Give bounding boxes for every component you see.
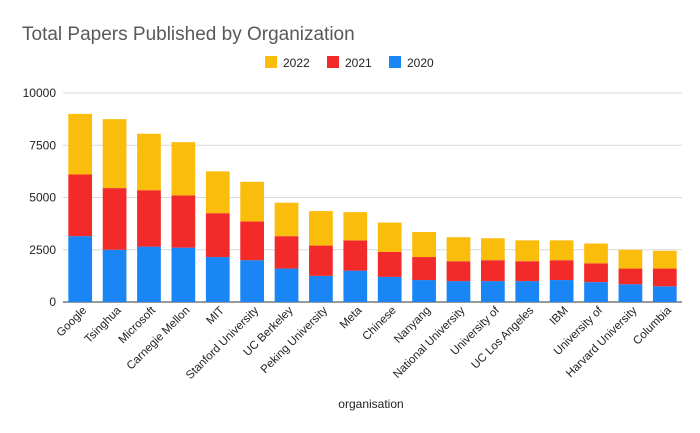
bar-2021 [480, 260, 505, 282]
x-axis-label: organisation [338, 397, 403, 411]
bar-2020 [480, 281, 505, 302]
y-tick-label: 7500 [29, 138, 56, 152]
bar-2022 [480, 238, 505, 261]
y-tick-label: 2500 [29, 243, 56, 257]
bar-2020 [137, 246, 161, 302]
bar-2021 [584, 263, 608, 283]
legend-label-2020: 2020 [407, 56, 434, 70]
y-tick-label: 0 [49, 295, 56, 309]
bar-2020 [584, 282, 608, 302]
y-tick-label: 10000 [23, 86, 57, 100]
bar-2022 [377, 222, 402, 252]
bar-2021 [652, 268, 677, 287]
bar-2020 [618, 284, 643, 302]
bar-2020 [652, 286, 677, 302]
legend-swatch-2020 [389, 56, 401, 68]
bar-2020 [240, 260, 265, 302]
bar-2020 [343, 270, 368, 302]
bar-2021 [274, 236, 299, 269]
bar-2021 [205, 213, 230, 258]
x-category-label: Peking University [259, 304, 330, 375]
bar-2022 [343, 212, 368, 241]
legend-swatch-2022 [265, 56, 277, 68]
x-category-label: IBM [548, 305, 571, 328]
legend-label-2022: 2022 [283, 56, 310, 70]
x-category-label: Carnegie Mellon [125, 305, 193, 373]
bar-2022 [137, 133, 161, 191]
bar-2020 [309, 275, 333, 302]
bar-2020 [274, 268, 299, 302]
bar-2020 [205, 257, 230, 302]
bar-2022 [515, 240, 540, 262]
bar-2022 [205, 171, 230, 214]
bar-2020 [446, 281, 471, 302]
bar-2022 [171, 142, 196, 196]
bar-2020 [515, 281, 540, 302]
bar-2022 [618, 249, 643, 269]
y-tick-label: 5000 [29, 191, 56, 205]
chart-title: Total Papers Published by Organization [22, 24, 355, 45]
bar-2022 [446, 237, 471, 262]
bar-2021 [240, 221, 265, 261]
bar-2021 [377, 251, 402, 277]
x-category-label: UC Los Angeles [470, 304, 537, 371]
bar-2021 [309, 245, 333, 276]
bar-2022 [102, 119, 127, 189]
bar-2021 [171, 195, 196, 248]
x-category-label: Columbia [631, 304, 674, 347]
legend-label-2021: 2021 [345, 56, 372, 70]
y-axis-ticks: 0 2500 5000 7500 10000 [23, 86, 57, 309]
bar-2020 [377, 276, 402, 302]
bar-2021 [343, 240, 368, 271]
legend: 2022 2021 2020 [265, 56, 434, 70]
bar-2020 [102, 249, 127, 302]
bar-2020 [412, 280, 436, 302]
bar-2021 [137, 190, 161, 247]
bar-2021 [412, 257, 436, 281]
bar-2021 [618, 268, 643, 285]
bar-2021 [102, 188, 127, 250]
legend-swatch-2021 [327, 56, 339, 68]
bar-2021 [68, 174, 93, 237]
bars [68, 113, 677, 302]
bar-2022 [309, 211, 333, 246]
bar-2022 [274, 202, 299, 237]
bar-2022 [652, 250, 677, 269]
bar-2020 [171, 247, 196, 302]
bar-2022 [240, 181, 265, 222]
bar-2022 [584, 243, 608, 264]
x-category-label: Google [55, 305, 90, 340]
x-category-label: MIT [204, 305, 226, 327]
bar-2022 [68, 113, 93, 175]
bar-2021 [515, 261, 540, 282]
bar-2020 [549, 280, 574, 302]
bar-2020 [68, 236, 93, 302]
gridlines [63, 92, 682, 303]
bar-2022 [412, 231, 436, 258]
bar-2022 [549, 240, 574, 261]
bar-2021 [549, 260, 574, 281]
bar-2021 [446, 261, 471, 282]
x-category-label: Meta [338, 304, 365, 331]
